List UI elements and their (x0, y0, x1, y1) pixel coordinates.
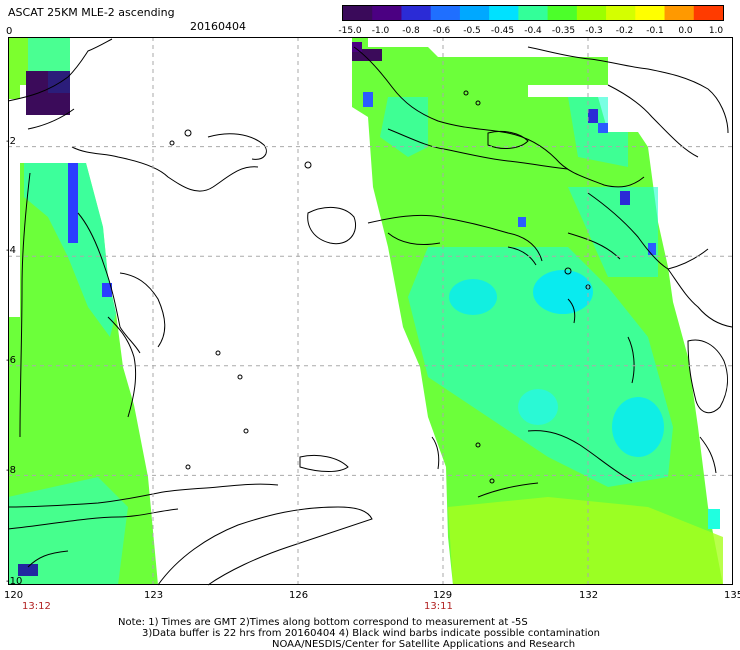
footer-credit: NOAA/NESDIS/Center for Satellite Applica… (272, 639, 576, 650)
colorbar-tick-label: -0.6 (432, 26, 451, 36)
colorbar-tick-label: 0.0 (678, 26, 693, 36)
gridlines (8, 37, 733, 585)
colorbar-tick-label: -0.2 (615, 26, 634, 36)
lon-label-135: 135 (724, 590, 740, 601)
colorbar-tick-label: 1.0 (708, 26, 724, 36)
lat-label-2: -2 (6, 136, 16, 147)
colorbar-segment (518, 6, 549, 20)
wind-swath-east (352, 37, 723, 585)
colorbar-segment (430, 6, 461, 20)
colorbar (342, 5, 724, 21)
footer-note-line1: Note: 1) Times are GMT 2)Times along bot… (118, 617, 528, 628)
product-title: ASCAT 25KM MLE-2 ascending (8, 6, 175, 19)
colorbar-tick-label: -0.45 (490, 26, 515, 36)
lat-label-6: -6 (6, 355, 16, 366)
colorbar-tick-label: -0.8 (402, 26, 420, 36)
colorbar-segment (372, 6, 402, 20)
colorbar-segment (489, 6, 519, 20)
small-islands (169, 90, 591, 484)
colorbar-tick-label: -15.0 (338, 26, 362, 36)
pass-time-east: 13:11 (424, 601, 453, 612)
colorbar-segment (343, 6, 373, 20)
colorbar-segment (664, 6, 695, 20)
colorbar-tick-label: -0.5 (463, 26, 481, 36)
colorbar-segment (401, 6, 432, 20)
lon-label-132: 132 (579, 590, 599, 601)
colorbar-segment (576, 6, 607, 20)
lon-label-129: 129 (433, 590, 453, 601)
colorbar-segment (606, 6, 636, 20)
lon-label-120: 120 (4, 590, 24, 601)
colorbar-tick-label: -0.4 (524, 26, 542, 36)
colorbar-tick-label: -1.0 (371, 26, 390, 36)
map-frame (8, 37, 733, 585)
wind-map (7, 37, 733, 586)
footer-note-line2: 3)Data buffer is 22 hrs from 20160404 4)… (142, 628, 600, 639)
colorbar-segment (547, 6, 578, 20)
lat-label-10: -10 (6, 576, 23, 587)
pass-time-west: 13:12 (22, 601, 51, 612)
coastlines (7, 38, 733, 586)
colorbar-segment (635, 6, 666, 20)
lat-label-0: 0 (6, 26, 13, 37)
colorbar-tick-label: -0.35 (551, 26, 576, 36)
colorbar-tick-label: -0.3 (585, 26, 603, 36)
wind-swath-west (8, 37, 158, 585)
lat-label-8: -8 (6, 465, 16, 476)
lat-label-4: -4 (6, 245, 16, 256)
colorbar-segment (693, 6, 723, 20)
colorbar-segment (459, 6, 490, 20)
lon-label-126: 126 (289, 590, 309, 601)
lon-label-123: 123 (144, 590, 164, 601)
product-date: 20160404 (190, 20, 246, 33)
colorbar-tick-label: -0.1 (646, 26, 664, 36)
